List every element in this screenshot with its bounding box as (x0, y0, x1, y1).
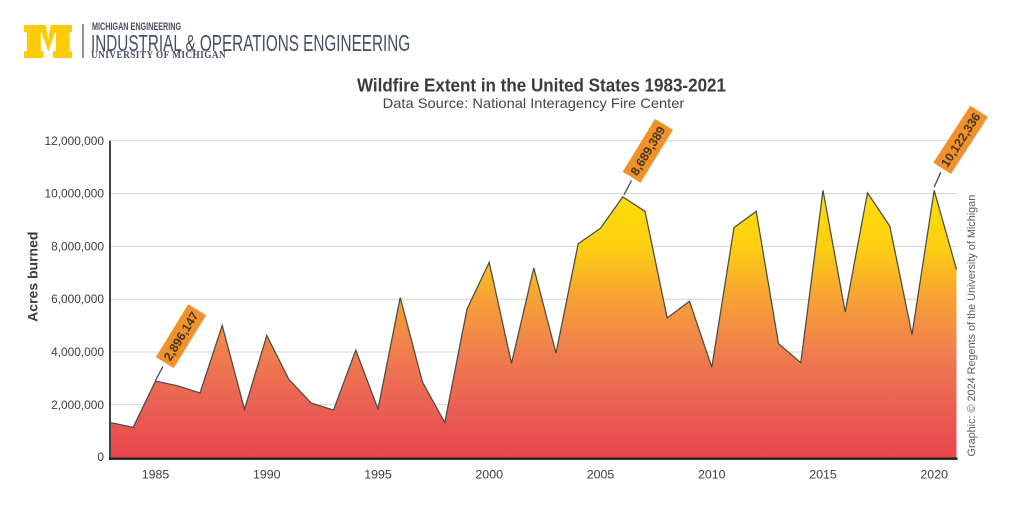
svg-text:Acres burned: Acres burned (24, 232, 40, 322)
svg-text:12,000,000: 12,000,000 (44, 134, 104, 148)
svg-text:4,000,000: 4,000,000 (51, 345, 104, 359)
svg-text:2000: 2000 (475, 468, 503, 482)
svg-text:1995: 1995 (364, 468, 392, 482)
svg-text:1985: 1985 (142, 468, 170, 482)
svg-text:10,000,000: 10,000,000 (44, 187, 104, 201)
svg-text:2020: 2020 (920, 468, 948, 482)
svg-text:2,000,000: 2,000,000 (51, 398, 104, 412)
svg-text:2010: 2010 (698, 468, 726, 482)
svg-text:Data Source: National Interage: Data Source: National Interagency Fire C… (383, 96, 685, 111)
svg-text:1990: 1990 (253, 468, 281, 482)
svg-text:Graphic: © 2024 Regents of the: Graphic: © 2024 Regents of the Universit… (966, 195, 978, 457)
svg-text:0: 0 (97, 450, 104, 464)
svg-text:2015: 2015 (809, 468, 837, 482)
svg-text:Wildfire Extent in the United: Wildfire Extent in the United States 198… (357, 75, 726, 96)
svg-text:8,000,000: 8,000,000 (51, 239, 104, 253)
svg-text:10,122,336: 10,122,336 (938, 110, 983, 169)
svg-text:6,000,000: 6,000,000 (51, 292, 104, 306)
svg-text:2005: 2005 (587, 468, 615, 482)
